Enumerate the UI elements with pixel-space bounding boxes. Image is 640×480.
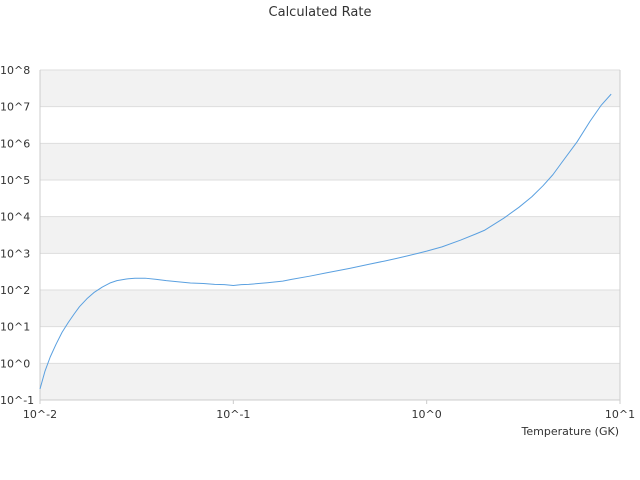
x-tick-label: 10^-2 [23,408,57,421]
y-tick-label: 10^6 [0,137,30,150]
axes [39,70,621,404]
plot-bands [40,70,620,400]
y-tick-label: 10^3 [0,247,30,260]
x-axis-label: Temperature (GK) [521,425,620,438]
plot-band [40,216,620,254]
x-tick-label: 10^1 [605,408,635,421]
series-line [39,93,612,390]
y-tick-label: 10^0 [0,357,30,370]
y-tick-label: 10^1 [0,321,30,334]
grid-lines [40,69,620,401]
y-tick-label: 10^2 [0,284,30,297]
plot-band [40,363,620,400]
plot-band [40,70,620,107]
series-group [39,93,612,390]
y-tick-label: 10^8 [0,64,30,77]
x-tick-label: 10^0 [412,408,442,421]
chart-title: Calculated Rate [269,5,372,20]
y-tick-labels: 10^-1 10^0 10^1 10^2 10^3 10^4 10^5 10^6 10^7 10^… [0,64,34,407]
x-tick-label: 10^-1 [216,408,250,421]
y-tick-label: 10^7 [0,101,30,114]
plot-band [40,290,620,327]
plot-band [40,143,620,180]
y-tick-label: 10^5 [0,174,30,187]
y-tick-label: 10^4 [0,211,30,224]
x-tick-labels: 10^-2 10^-1 10^0 10^1 [23,408,635,421]
y-tick-label: 10^-1 [0,394,34,407]
